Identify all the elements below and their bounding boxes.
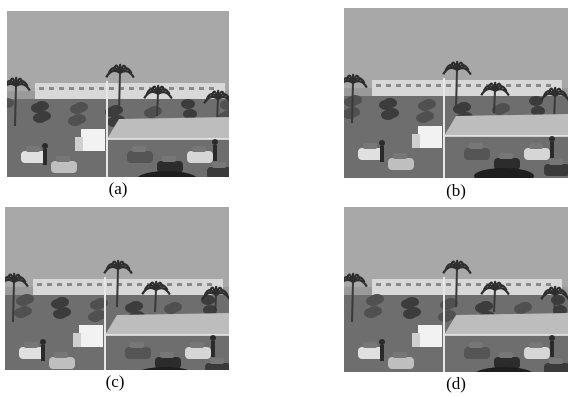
scene-photo-b (344, 8, 568, 178)
scene-photo-c (5, 207, 229, 370)
scene-photo-a (7, 11, 229, 177)
scene-drawing (5, 207, 229, 370)
caption-a: (a) (108, 179, 128, 198)
scene-drawing (344, 207, 568, 372)
scene-drawing (344, 8, 568, 178)
scene-drawing (7, 11, 229, 177)
scene-photo-d (344, 207, 568, 372)
caption-d: (d) (446, 374, 466, 393)
caption-b: (b) (446, 181, 466, 200)
caption-c: (c) (105, 372, 125, 391)
